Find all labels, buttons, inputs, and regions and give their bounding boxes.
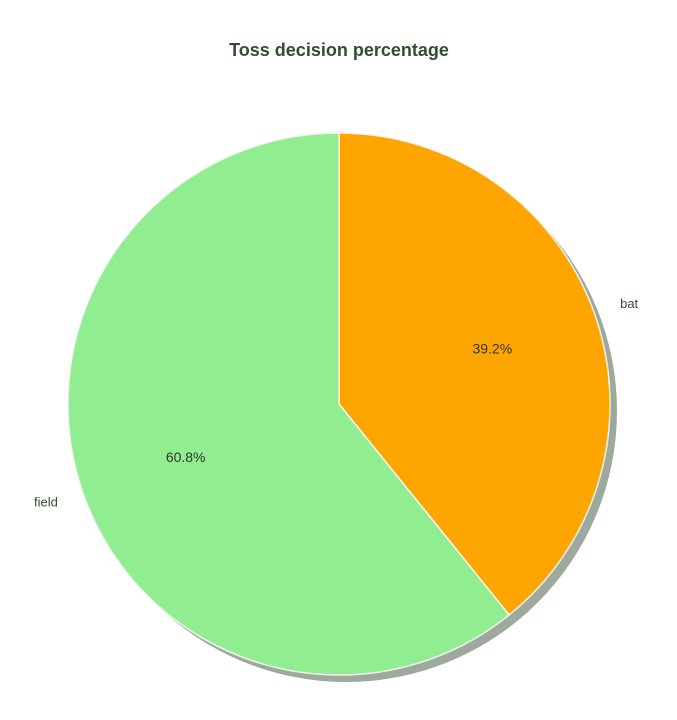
pie-label-layer: 39.2% bat 60.8% field [34, 296, 639, 509]
slice-label-field: field [34, 495, 58, 510]
pie-slice-field [67, 132, 511, 676]
pie-slice-bat [338, 132, 611, 617]
chart-title: Toss decision percentage [229, 40, 449, 60]
pct-label-field: 60.8% [166, 449, 206, 465]
pie-slice-layer [67, 132, 611, 676]
slice-label-bat: bat [620, 296, 638, 311]
pct-label-bat: 39.2% [472, 341, 512, 357]
